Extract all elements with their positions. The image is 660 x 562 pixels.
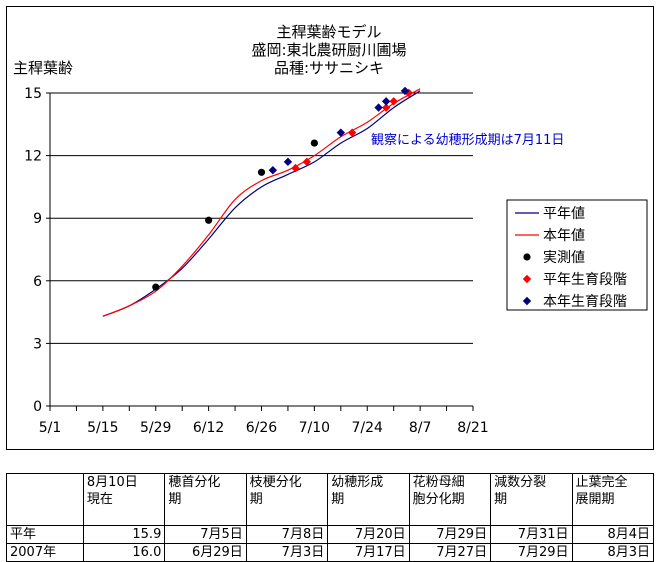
table-row: 2007年 16.0 6月29日 7月3日 7月17日 7月27日 7月29日 … (6, 543, 655, 562)
table-cell: 7月17日 (327, 543, 410, 562)
legend-swatch (522, 274, 532, 284)
data-point (205, 216, 213, 224)
row-label: 平年 (6, 525, 84, 544)
data-point (257, 168, 266, 176)
leaf-age-chart: 主稈葉齢モデル 盛岡:東北農研厨川圃場 品種:ササニシキ 主稈葉齢 0 3 6 9 12… (13, 23, 648, 436)
table-cell: 6月29日 (164, 543, 247, 562)
row-label: 2007年 (6, 543, 84, 562)
y-tick-label: 12 (24, 149, 42, 165)
table-header-cell: 穂首分化 期 (164, 473, 247, 526)
data-point (268, 166, 278, 175)
data-point (347, 128, 357, 137)
legend-label: 平年生育段階 (543, 272, 627, 288)
table-cell: 7月31日 (490, 525, 573, 544)
data-point (389, 97, 398, 106)
legend-label: 本年生育段階 (543, 294, 627, 310)
legend-box (506, 199, 648, 311)
legend-swatch (522, 296, 532, 306)
table-cell: 7月20日 (327, 525, 410, 544)
x-tick-label: 8/7 (409, 420, 432, 436)
legend-label: 平年値 (543, 206, 585, 222)
table-cell: 8月3日 (571, 543, 655, 562)
series-line-2 (102, 88, 421, 317)
x-tick-label: 5/15 (87, 420, 118, 436)
table-row: 平年 15.9 7月5日 7月8日 7月20日 7月29日 7月31日 8月4日 (6, 525, 655, 544)
chart-title-line-2: 盛岡:東北農研厨川圃場 (251, 41, 406, 59)
x-tick-label: 6/26 (246, 420, 278, 436)
data-point (152, 283, 160, 291)
legend-label: 本年値 (543, 228, 585, 244)
legend-swatch (523, 253, 531, 261)
table-header-cell: 花粉母細 胞分化期 (408, 473, 492, 526)
table-header-cell: 枝梗分化 期 (245, 473, 329, 526)
table-cell: 7月3日 (245, 543, 329, 562)
x-tick-label: 7/24 (352, 420, 384, 436)
y-tick-label: 0 (33, 399, 42, 415)
y-tick-label: 3 (33, 336, 42, 352)
y-tick-label: 15 (24, 86, 42, 102)
x-tick-label: 7/10 (299, 420, 330, 436)
plot-area: 0 3 6 9 12 15 5/1 5/15 5/29 6/12 6/26 7/10 7/24 8/7 8/… (24, 86, 489, 436)
table-cell: 16.0 (82, 543, 166, 562)
chart-title-line-3: 品種:ササニシキ (274, 59, 384, 77)
x-tick-label: 8/21 (457, 420, 488, 436)
table-cell: 7月27日 (408, 543, 492, 562)
chart-title-line-1: 主稈葉齢モデル (276, 23, 381, 41)
data-point (374, 103, 383, 112)
y-tick-label: 6 (33, 274, 42, 290)
data-point (381, 97, 391, 106)
chart-frame: 主稈葉齢モデル 盛岡:東北農研厨川圃場 品種:ササニシキ 主稈葉齢 0 3 6 9 12… (6, 6, 654, 450)
chart-annotation: 観察による幼穂形成期は7月11日 (371, 133, 564, 148)
y-tick-label: 9 (33, 211, 42, 227)
table-cell: 15.9 (82, 525, 166, 544)
series-line-1 (102, 90, 421, 317)
data-point (310, 139, 318, 147)
x-tick-label: 6/12 (193, 420, 224, 436)
table-header-cell: 減数分裂 期 (490, 473, 573, 526)
data-point (336, 128, 346, 137)
table-cell: 7月8日 (245, 525, 329, 544)
table-cell: 7月5日 (164, 525, 247, 544)
table-header-row: 8月10日 現在 穂首分化 期 枝梗分化 期 幼穂形成 期 花粉母細 胞分化期 … (6, 473, 655, 526)
table-cell: 7月29日 (408, 525, 492, 544)
data-point (302, 157, 312, 167)
table-cell: 7月29日 (490, 543, 573, 562)
data-point (283, 157, 293, 167)
table-header-cell: 止葉完全 展開期 (571, 473, 655, 526)
chart-title: 主稈葉齢モデル 盛岡:東北農研厨川圃場 品種:ササニシキ (251, 23, 406, 77)
chart-marks (102, 86, 421, 317)
table-header-cell: 8月10日 現在 (82, 473, 166, 526)
data-point (381, 103, 391, 112)
x-tick-label: 5/29 (140, 420, 171, 436)
table-header-cell: 幼穂形成 期 (327, 473, 410, 526)
data-point (291, 163, 300, 173)
y-axis-label: 主稈葉齢 (13, 59, 73, 77)
legend-label: 実測値 (543, 250, 585, 266)
growth-stage-table: 8月10日 現在 穂首分化 期 枝梗分化 期 幼穂形成 期 花粉母細 胞分化期 … (6, 473, 655, 562)
table-header-corner (6, 473, 84, 526)
table-cell: 8月4日 (571, 525, 655, 544)
x-tick-label: 5/1 (39, 420, 62, 436)
data-point (400, 86, 410, 96)
